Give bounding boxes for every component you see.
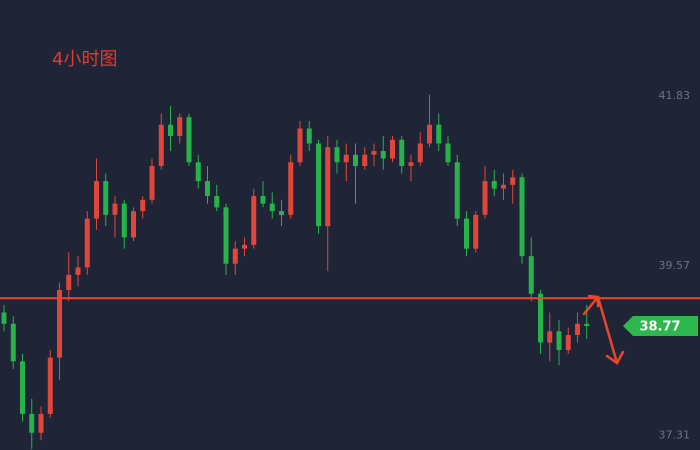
last-price-tag (623, 316, 698, 337)
candle-body (121, 203, 127, 238)
candle-body (251, 196, 257, 245)
candle-body (269, 203, 275, 212)
candle-body (186, 117, 192, 163)
candle-body (380, 151, 386, 159)
candle-body (316, 143, 321, 227)
candle-body (242, 244, 247, 249)
candle-body (491, 181, 497, 189)
candle-body (371, 151, 377, 155)
candle-body (427, 124, 432, 144)
candle-body (214, 196, 220, 208)
candle-body (528, 256, 534, 294)
candle-body (279, 211, 284, 215)
candle-body (501, 184, 506, 189)
candle-body (232, 248, 238, 264)
candle-body (205, 181, 210, 197)
candle-body (288, 162, 294, 215)
candle-body (306, 128, 312, 144)
last-price-label: 38.77 (639, 320, 680, 335)
y-tick-label: 39.57 (659, 259, 691, 272)
candle-body (473, 214, 479, 249)
candle-body (20, 361, 25, 414)
candle-body (565, 335, 571, 351)
candle-body (399, 139, 405, 167)
candle-body (29, 413, 35, 433)
candle-body (47, 357, 53, 414)
candle-body (519, 177, 525, 257)
candle-body (177, 117, 183, 136)
candle-body (436, 124, 442, 144)
candle-body (482, 181, 488, 215)
candle-body (66, 274, 72, 290)
candle-body (75, 267, 81, 275)
candle-body (390, 139, 395, 159)
candle-body (223, 207, 229, 264)
candle-body (362, 154, 368, 167)
candle-body (38, 413, 44, 433)
candle-body (112, 203, 118, 215)
candle-body (538, 293, 543, 343)
candle-body (103, 181, 109, 215)
y-tick-label: 41.83 (659, 89, 691, 102)
arrow-down (596, 295, 625, 365)
candle-body (454, 162, 460, 219)
candle-body (149, 166, 155, 200)
candle-body (94, 181, 99, 219)
candle-body (84, 218, 90, 268)
candle-body (57, 289, 62, 358)
forecast-arrow (582, 294, 625, 365)
candle-body (547, 331, 553, 343)
candle-body (1, 312, 7, 324)
candle-body (10, 323, 16, 362)
chart-title: 4小时图 (52, 49, 117, 70)
candle-body (260, 196, 266, 204)
y-tick-label: 37.31 (659, 429, 691, 442)
candle-body (584, 323, 590, 327)
candle-body (464, 218, 469, 249)
candle-body (408, 162, 414, 167)
candle-body (297, 128, 303, 163)
candle-body (445, 143, 451, 163)
candle-body (510, 177, 516, 185)
candle-body (575, 323, 580, 336)
candle-body (353, 154, 358, 167)
candle-body (325, 147, 331, 227)
candle-body (556, 331, 562, 351)
candle-body (140, 199, 146, 212)
candle-body (417, 143, 423, 163)
candle-body (131, 211, 136, 238)
candle-body (168, 124, 173, 136)
candle-body (334, 147, 340, 163)
candle-body (195, 162, 201, 182)
candle-body (158, 124, 164, 167)
candle-body (343, 154, 349, 163)
